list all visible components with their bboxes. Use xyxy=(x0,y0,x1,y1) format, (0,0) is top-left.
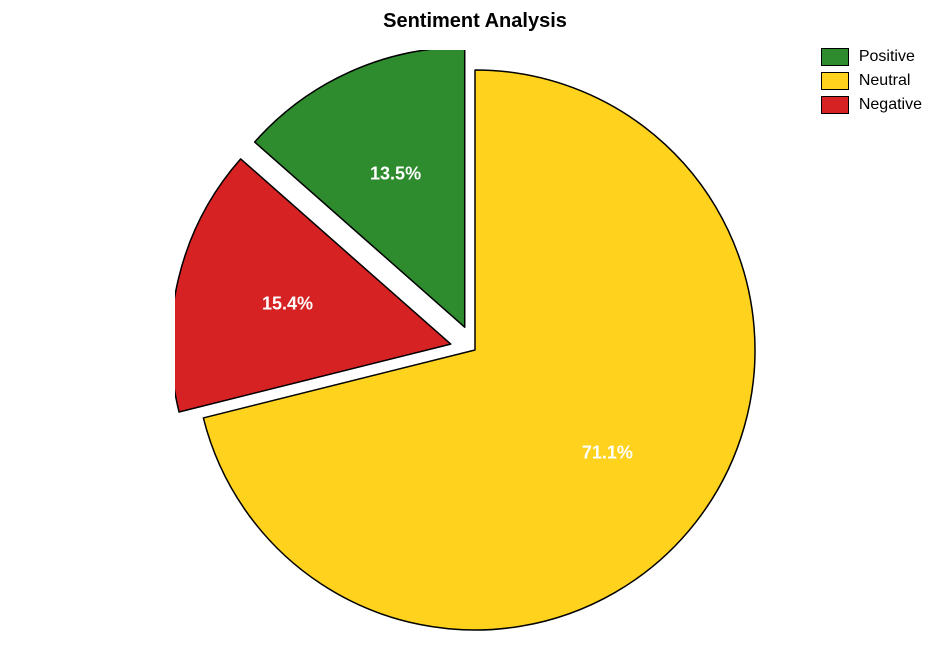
pie-chart: 71.1%15.4%13.5% xyxy=(175,50,775,650)
legend-item-positive: Positive xyxy=(821,48,922,66)
legend-label-positive: Positive xyxy=(859,48,915,66)
legend-label-neutral: Neutral xyxy=(859,72,911,90)
legend-swatch-neutral xyxy=(821,72,849,90)
legend-swatch-positive xyxy=(821,48,849,66)
legend-swatch-negative xyxy=(821,96,849,114)
pie-chart-svg xyxy=(175,50,775,650)
legend-item-negative: Negative xyxy=(821,96,922,114)
chart-legend: Positive Neutral Negative xyxy=(821,48,922,120)
chart-title: Sentiment Analysis xyxy=(383,10,567,33)
legend-item-neutral: Neutral xyxy=(821,72,922,90)
legend-label-negative: Negative xyxy=(859,96,922,114)
